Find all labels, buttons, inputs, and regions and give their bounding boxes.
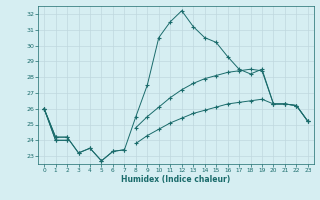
X-axis label: Humidex (Indice chaleur): Humidex (Indice chaleur) — [121, 175, 231, 184]
